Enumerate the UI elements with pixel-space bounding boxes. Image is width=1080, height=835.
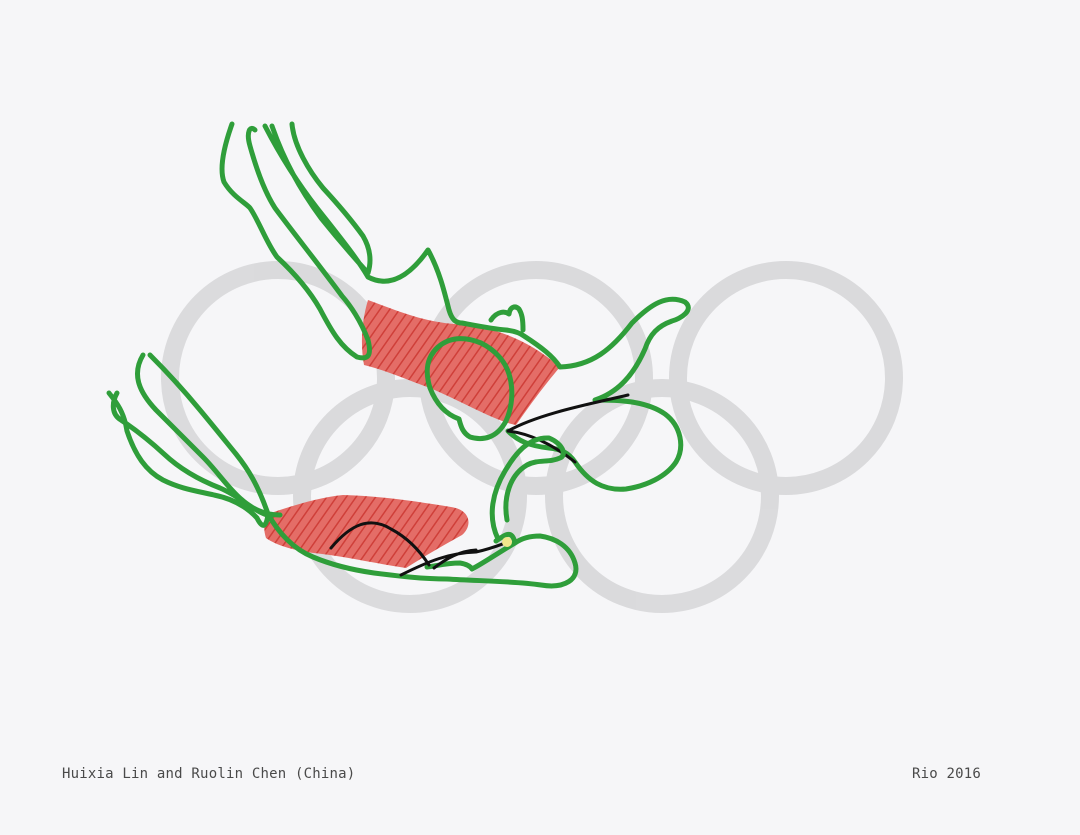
athlete-caption: Huixia Lin and Ruolin Chen (China): [62, 766, 356, 782]
diver-upper-outline: [219, 121, 691, 492]
yellow-highlight: [502, 537, 512, 547]
event-caption: Rio 2016: [912, 766, 982, 782]
ring-3: [669, 261, 903, 495]
diver-lower-outline: [106, 352, 579, 589]
diver-lower: [106, 352, 579, 589]
diver-lower-swimsuit: [264, 495, 469, 568]
olympic-rings-icon: [161, 261, 903, 613]
diver-upper: [219, 121, 691, 492]
ring-4: [293, 379, 527, 613]
ring-5: [545, 379, 779, 613]
diver-lower-straps: [329, 521, 510, 577]
